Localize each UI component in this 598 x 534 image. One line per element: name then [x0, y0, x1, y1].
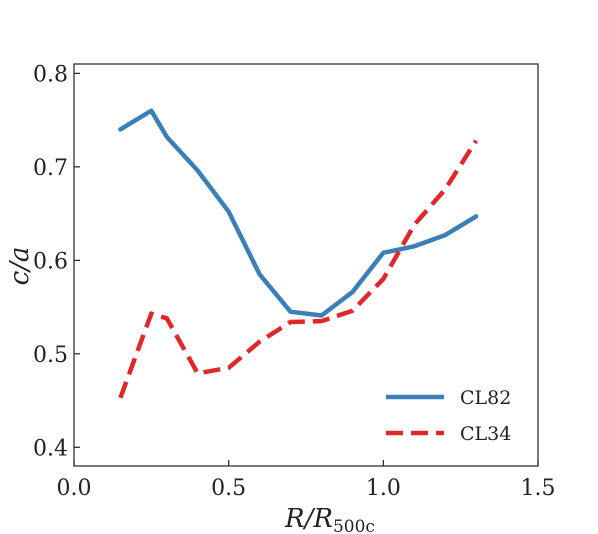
- x-axis-label: R/R500c: [284, 504, 375, 534]
- y-tick-label: 0.8: [33, 62, 68, 87]
- x-axis-label-main: R/R: [284, 504, 333, 534]
- plot-marks: [118, 108, 479, 399]
- y-tick-label: 0.7: [33, 156, 68, 181]
- x-tick-label: 1.0: [366, 476, 401, 501]
- x-tick-label: 0.5: [211, 476, 246, 501]
- x-tick-label: 1.5: [521, 476, 556, 501]
- y-tick-label: 0.4: [33, 436, 68, 461]
- legend-label-cl82: CL82: [460, 387, 511, 409]
- plot-frame: [73, 63, 539, 467]
- y-axis-label: c/a: [5, 247, 35, 286]
- legend-label-cl34: CL34: [460, 423, 511, 445]
- y-tick-label: 0.5: [33, 343, 68, 368]
- legend: CL82 CL34: [386, 387, 511, 445]
- series-line-cl82: [118, 108, 479, 318]
- axis-ticks: 0.0 0.5 1.0 1.5 0.4 0.5 0.6 0.7 0.8: [33, 62, 556, 501]
- y-tick-label: 0.6: [33, 249, 68, 274]
- x-tick-label: 0.0: [57, 476, 92, 501]
- x-axis-label-subscript: 500c: [333, 517, 375, 534]
- series-line-cl34: [118, 139, 478, 399]
